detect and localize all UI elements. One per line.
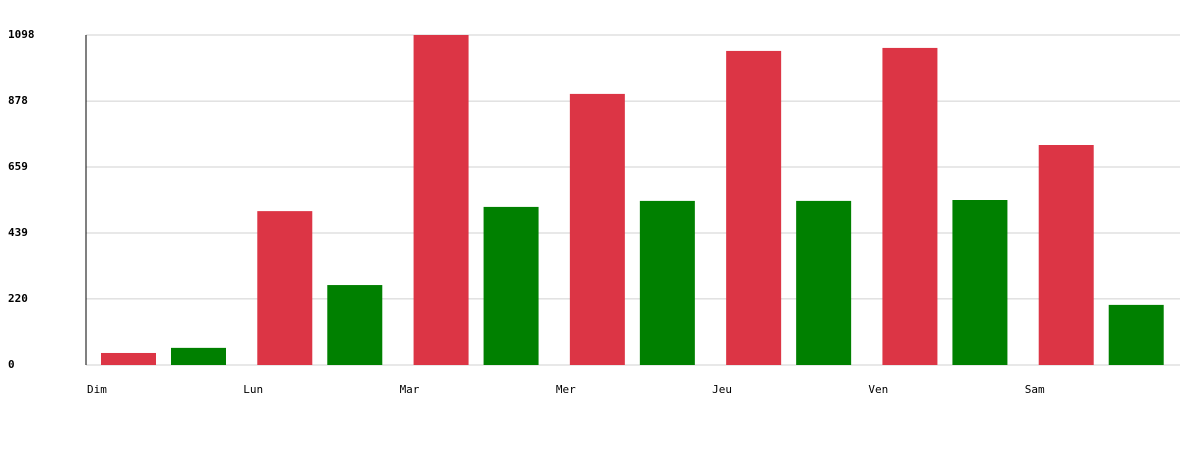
y-tick-label: 220 xyxy=(8,292,28,305)
bar xyxy=(726,50,782,366)
bar xyxy=(101,352,156,365)
x-tick-label: Lun xyxy=(243,383,263,396)
bar xyxy=(413,35,469,365)
bar xyxy=(327,285,383,365)
bar xyxy=(882,47,938,366)
bar xyxy=(639,200,695,365)
bar xyxy=(796,200,852,365)
x-tick-label: Sam xyxy=(1025,383,1045,396)
bar xyxy=(1038,145,1094,365)
bar xyxy=(483,206,539,365)
x-tick-label: Mer xyxy=(556,383,576,396)
x-tick-label: Mar xyxy=(400,383,420,396)
y-tick-label: 878 xyxy=(8,94,28,107)
x-tick-label: Dim xyxy=(87,383,107,396)
y-tick-label: 659 xyxy=(8,160,28,173)
y-tick-label: 0 xyxy=(8,358,15,371)
bar xyxy=(1108,304,1164,365)
bar xyxy=(952,200,1008,365)
y-tick-label: 439 xyxy=(8,226,28,239)
y-tick-label: 1098 xyxy=(8,28,35,41)
bar xyxy=(171,347,226,365)
x-tick-label: Ven xyxy=(868,383,888,396)
x-tick-label: Jeu xyxy=(712,383,732,396)
bar xyxy=(257,211,313,365)
bar xyxy=(569,93,625,365)
